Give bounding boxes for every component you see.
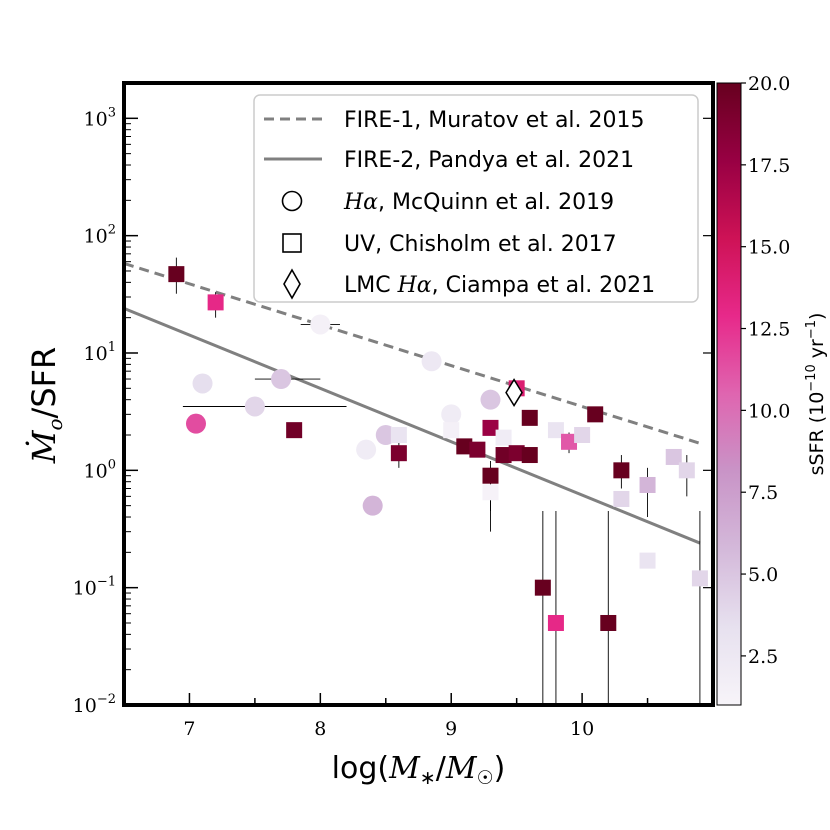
axis-labels: log(M∗/M☉) Ṁo/SFR bbox=[25, 347, 505, 789]
chisholm-square-point bbox=[678, 462, 695, 479]
chisholm-square-point bbox=[508, 445, 525, 462]
chisholm-square-point bbox=[495, 429, 512, 446]
mcquinn-circle-point bbox=[356, 439, 377, 460]
colorbar-tick-label: 17.5 bbox=[748, 155, 790, 177]
y-tick-label: 100 bbox=[84, 457, 116, 482]
chisholm-square-point bbox=[482, 484, 499, 501]
colorbar-tick-label: 7.5 bbox=[748, 482, 778, 504]
colorbar-tick-label: 12.5 bbox=[748, 319, 790, 341]
x-tick-label: 7 bbox=[183, 718, 195, 740]
mcquinn-circle-point bbox=[421, 351, 442, 372]
colorbar-tick-label: 20.0 bbox=[748, 73, 790, 95]
mcquinn-circle-point bbox=[185, 413, 206, 434]
legend-label: FIRE-2, Pandya et al. 2021 bbox=[344, 148, 634, 173]
chisholm-square-point bbox=[691, 570, 708, 587]
chisholm-square-point bbox=[547, 614, 564, 631]
y-tick-label: 102 bbox=[84, 223, 116, 248]
chisholm-square-point bbox=[482, 467, 499, 484]
legend-label: LMC Hα, Ciampa et al. 2021 bbox=[344, 273, 655, 298]
chisholm-square-point bbox=[639, 476, 656, 493]
colorbar-tick-label: 2.5 bbox=[748, 646, 778, 668]
legend-diamond-icon bbox=[283, 268, 301, 300]
chisholm-square-point bbox=[521, 409, 538, 426]
chisholm-square-point bbox=[168, 266, 185, 283]
colorbar: 2.5 5.0 7.5 10.0 12.5 15.0 17.5 20.0 sSFR (10−10… bbox=[716, 73, 828, 706]
legend-square-icon bbox=[282, 233, 302, 253]
mcquinn-circle-point bbox=[375, 425, 396, 446]
legend: FIRE-1, Muratov et al. 2015 FIRE-2, Pandy… bbox=[253, 94, 699, 303]
chisholm-square-point bbox=[521, 447, 538, 464]
chisholm-square-point bbox=[207, 294, 224, 311]
chisholm-square-point bbox=[495, 447, 512, 464]
x-tick-label: 10 bbox=[570, 718, 594, 740]
plot-area bbox=[124, 257, 708, 705]
mcquinn-circle-point bbox=[244, 396, 265, 417]
chisholm-square-point bbox=[561, 433, 578, 450]
legend-label: UV, Chisholm et al. 2017 bbox=[344, 232, 617, 257]
mcquinn-circle-point bbox=[441, 404, 462, 425]
chisholm-square-point bbox=[390, 445, 407, 462]
legend-label: FIRE-1, Muratov et al. 2015 bbox=[344, 108, 645, 133]
chisholm-square-point bbox=[547, 422, 564, 439]
y-tick-label: 10−1 bbox=[73, 575, 116, 600]
chisholm-square-point bbox=[613, 462, 630, 479]
chisholm-square-point bbox=[534, 579, 551, 596]
mcquinn-circle-point bbox=[362, 495, 383, 516]
legend-circle-icon bbox=[281, 190, 303, 212]
ciampa-diamond-point bbox=[505, 378, 523, 407]
chisholm-square-point bbox=[469, 441, 486, 458]
colorbar-tick-label: 10.0 bbox=[748, 400, 790, 422]
y-axis-label: Ṁo/SFR bbox=[25, 347, 67, 465]
mcquinn-circle-point bbox=[310, 314, 331, 335]
y-tick-label: 10−2 bbox=[73, 692, 116, 717]
mcquinn-circle-point bbox=[271, 369, 292, 390]
chisholm-square-point bbox=[390, 427, 407, 444]
chisholm-square-point bbox=[482, 419, 499, 436]
y-tick-label: 101 bbox=[84, 340, 116, 365]
chisholm-square-point bbox=[600, 614, 617, 631]
chisholm-square-point bbox=[286, 422, 303, 439]
chisholm-square-point bbox=[456, 438, 473, 455]
chisholm-square-point bbox=[665, 448, 682, 465]
chisholm-square-point bbox=[639, 552, 656, 569]
y-tick-label: 103 bbox=[84, 105, 116, 130]
chisholm-square-point bbox=[574, 427, 591, 444]
x-tick-label: 9 bbox=[445, 718, 457, 740]
legend-box bbox=[253, 94, 699, 303]
chisholm-square-point bbox=[587, 406, 604, 423]
mcquinn-circle-point bbox=[192, 373, 213, 394]
chisholm-square-point bbox=[613, 490, 630, 507]
colorbar-label: sSFR (10−10 yr−1) bbox=[804, 313, 828, 476]
fire1-dashed-line bbox=[124, 261, 701, 445]
x-tick-label: 8 bbox=[314, 718, 326, 740]
colorbar-tick-label: 5.0 bbox=[748, 564, 778, 586]
x-axis-label: log(M∗/M☉) bbox=[332, 751, 506, 789]
plot-frame bbox=[122, 81, 715, 707]
chisholm-square-point bbox=[443, 422, 460, 439]
axes: 7 8 9 10 10−2 10−1 100 101 102 103 bbox=[73, 105, 713, 740]
mcquinn-circle-point bbox=[480, 389, 501, 410]
colorbar-gradient bbox=[716, 82, 742, 706]
fire2-solid-line bbox=[124, 306, 701, 545]
legend-label: Hα, McQuinn et al. 2019 bbox=[343, 190, 614, 215]
colorbar-tick-label: 15.0 bbox=[748, 237, 790, 259]
